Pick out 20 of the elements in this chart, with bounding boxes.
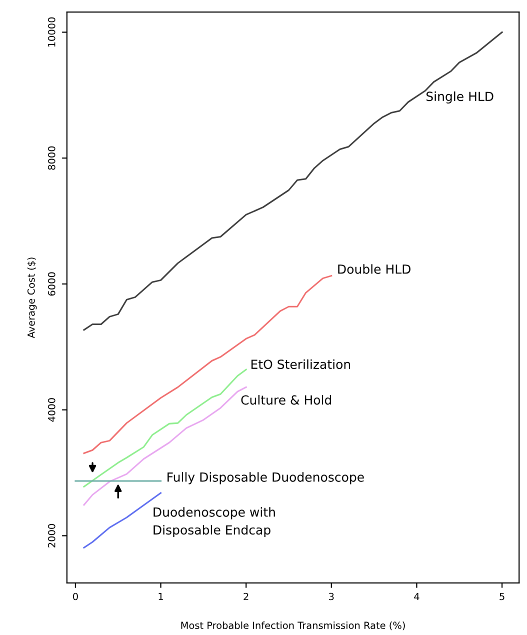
line-series (83, 31, 503, 331)
y-tick-label: 2000 (48, 524, 56, 548)
y-tick-label: 8000 (48, 146, 56, 170)
x-tick-label: 2 (244, 592, 248, 600)
x-tick-label: 3 (329, 592, 334, 600)
series-label: Culture & Hold (241, 395, 332, 405)
series-label: Duodenoscope with Disposable Endcap (154, 507, 275, 538)
x-tick-label: 1 (158, 592, 163, 600)
x-tick-label: 5 (500, 592, 504, 600)
y-tick-label: 6000 (48, 272, 56, 296)
x-axis-title: Most Probable Infection Transmission Rate (%) (181, 622, 405, 630)
series-label: Single HLD (426, 91, 494, 104)
series-label: Fully Disposable Duodenoscope (168, 472, 364, 484)
y-tick-label: 4000 (48, 398, 56, 422)
x-tick-label: 4 (414, 592, 420, 600)
x-tick-label: 0 (73, 592, 78, 600)
series-label: Double HLD (338, 264, 410, 274)
y-axis-title: Average Cost ($) (27, 258, 37, 338)
series-label: EtO Sterilization (251, 359, 350, 370)
y-tick-label: 10000 (48, 17, 56, 47)
